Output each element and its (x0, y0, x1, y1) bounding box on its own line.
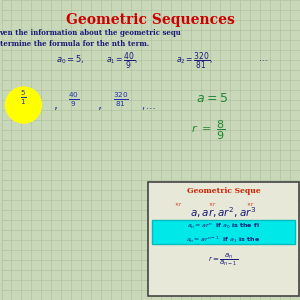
Text: $\frac{320}{81}$: $\frac{320}{81}$ (113, 91, 129, 109)
Text: $\ldots$: $\ldots$ (258, 54, 268, 63)
Text: $r\ =\ \dfrac{8}{9}$: $r\ =\ \dfrac{8}{9}$ (190, 118, 225, 142)
FancyBboxPatch shape (148, 182, 299, 296)
Text: $a = 5$: $a = 5$ (196, 92, 227, 104)
Text: $r = \dfrac{a_n}{a_{n-1}}$: $r = \dfrac{a_n}{a_{n-1}}$ (208, 251, 238, 268)
Text: $\times r$: $\times r$ (175, 200, 183, 208)
Text: $\times r$: $\times r$ (208, 200, 217, 208)
Text: $,$: $,$ (97, 100, 101, 112)
Text: $\frac{5}{1}$: $\frac{5}{1}$ (20, 89, 27, 107)
FancyBboxPatch shape (152, 220, 295, 244)
Text: Geometric Seque: Geometric Seque (187, 187, 260, 195)
Circle shape (5, 87, 41, 123)
Text: $a, ar, ar^2, ar^3$: $a, ar, ar^2, ar^3$ (190, 205, 256, 220)
Text: ven the information about the geometric sequ: ven the information about the geometric … (0, 29, 181, 37)
Text: $, \ldots$: $, \ldots$ (141, 102, 157, 112)
Text: $\times r$: $\times r$ (246, 200, 254, 208)
Text: $a_0 = 5,$: $a_0 = 5,$ (56, 53, 85, 65)
Text: $a_2 = \dfrac{320}{81},$: $a_2 = \dfrac{320}{81},$ (176, 51, 212, 71)
Text: termine the formula for the nth term.: termine the formula for the nth term. (0, 40, 149, 48)
Text: $\frac{40}{9}$: $\frac{40}{9}$ (68, 91, 79, 109)
Text: Geometric Sequences: Geometric Sequences (66, 13, 235, 27)
Text: $,$: $,$ (53, 100, 58, 112)
Text: $a_n = ar^n$  if $a_0$ is the fi: $a_n = ar^n$ if $a_0$ is the fi (187, 222, 260, 231)
Text: $a_n = ar^{n-1}$  if $a_1$ is the: $a_n = ar^{n-1}$ if $a_1$ is the (186, 235, 260, 245)
Text: $a_1 = \dfrac{40}{9},$: $a_1 = \dfrac{40}{9},$ (106, 51, 138, 71)
